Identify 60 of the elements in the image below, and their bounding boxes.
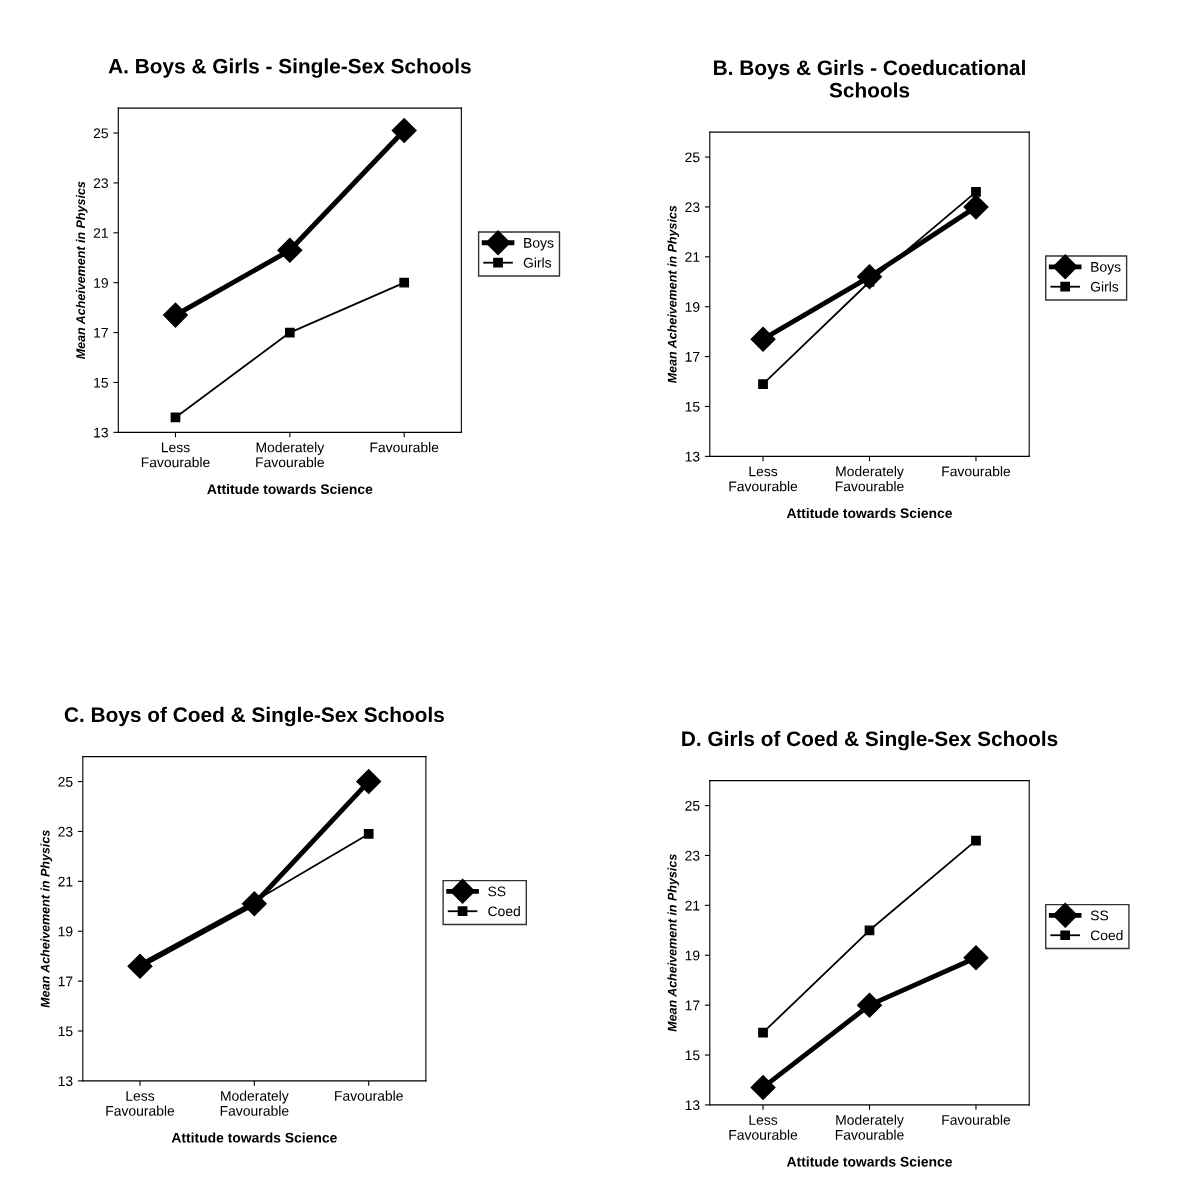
y-tick-label: 17 <box>58 976 73 987</box>
x-tick-label: Less Favourable <box>106 1091 175 1116</box>
y-tick-label: 15 <box>58 1026 73 1037</box>
chart-title: A. Boys & Girls - Single-Sex Schools <box>108 58 471 78</box>
y-axis-title: Mean Acheivement in Physics <box>75 181 88 360</box>
x-tick-label: Less Favourable <box>729 1115 798 1140</box>
y-tick-label: 19 <box>685 950 700 961</box>
x-tick-label: Less Favourable <box>729 466 798 492</box>
y-axis-title: Mean Acheivement in Physics <box>667 854 680 1032</box>
y-tick-label: 23 <box>93 178 108 189</box>
y-tick-label: 17 <box>685 1000 700 1011</box>
y-tick-label: 17 <box>94 328 108 338</box>
legend-label: Boys <box>1091 262 1121 275</box>
x-axis-title: Attitude towards Science <box>207 483 373 495</box>
legend-label: Boys <box>524 238 554 251</box>
x-tick-label: Moderately Favourable <box>835 466 904 492</box>
y-tick-label: 25 <box>93 128 108 139</box>
y-tick-label: 25 <box>58 776 73 787</box>
y-tick-label: 23 <box>58 826 73 837</box>
y-tick-label: 13 <box>685 1100 700 1111</box>
chart-title: D. Girls of Coed & Single-Sex Schools <box>682 730 1058 751</box>
y-tick-label: 19 <box>685 302 700 312</box>
legend-label: SS <box>1090 910 1109 921</box>
y-tick-label: 13 <box>94 427 108 438</box>
y-tick-label: 25 <box>685 152 700 163</box>
chart-title: C. Boys of Coed & Single-Sex Schools <box>64 706 444 727</box>
legend-label: Girls <box>1090 281 1119 292</box>
x-tick-label: Favourable <box>370 442 439 453</box>
x-tick-label: Favourable <box>942 1114 1011 1125</box>
x-axis-title: Attitude towards Science <box>786 1156 952 1167</box>
y-tick-label: 25 <box>685 800 700 811</box>
y-tick-label: 15 <box>685 401 700 412</box>
y-axis-title: Mean Acheivement in Physics <box>667 205 680 384</box>
y-tick-label: 15 <box>685 1050 700 1061</box>
y-tick-label: 23 <box>685 202 700 213</box>
y-axis-title: Mean Acheivement in Physics <box>40 830 53 1008</box>
x-tick-label: Moderately Favourable <box>835 1114 904 1140</box>
y-tick-label: 23 <box>685 850 700 861</box>
y-tick-label: 21 <box>93 228 108 238</box>
legend-label: SS <box>488 886 506 897</box>
y-tick-label: 19 <box>94 278 108 288</box>
chart-title: B. Boys & Girls - Coeducational Schools <box>714 59 1025 98</box>
y-tick-label: 21 <box>685 900 700 911</box>
y-tick-label: 21 <box>685 252 700 262</box>
x-tick-label: Moderately Favourable <box>220 1090 289 1116</box>
x-tick-label: Favourable <box>942 466 1011 477</box>
legend-label: Coed <box>488 906 520 917</box>
legend-label: Coed <box>1090 930 1123 941</box>
legend-label: Girls <box>523 257 552 268</box>
x-axis-title: Attitude towards Science <box>171 1132 337 1143</box>
x-tick-label: Moderately Favourable <box>256 442 325 468</box>
y-tick-label: 13 <box>685 451 700 462</box>
y-tick-label: 17 <box>685 352 700 362</box>
x-tick-label: Favourable <box>335 1090 403 1101</box>
y-tick-label: 19 <box>58 926 73 937</box>
x-tick-label: Less Favourable <box>141 442 210 468</box>
y-tick-label: 13 <box>58 1076 73 1087</box>
x-axis-title: Attitude towards Science <box>786 507 952 519</box>
y-tick-label: 21 <box>58 876 73 887</box>
y-tick-label: 15 <box>94 377 108 388</box>
